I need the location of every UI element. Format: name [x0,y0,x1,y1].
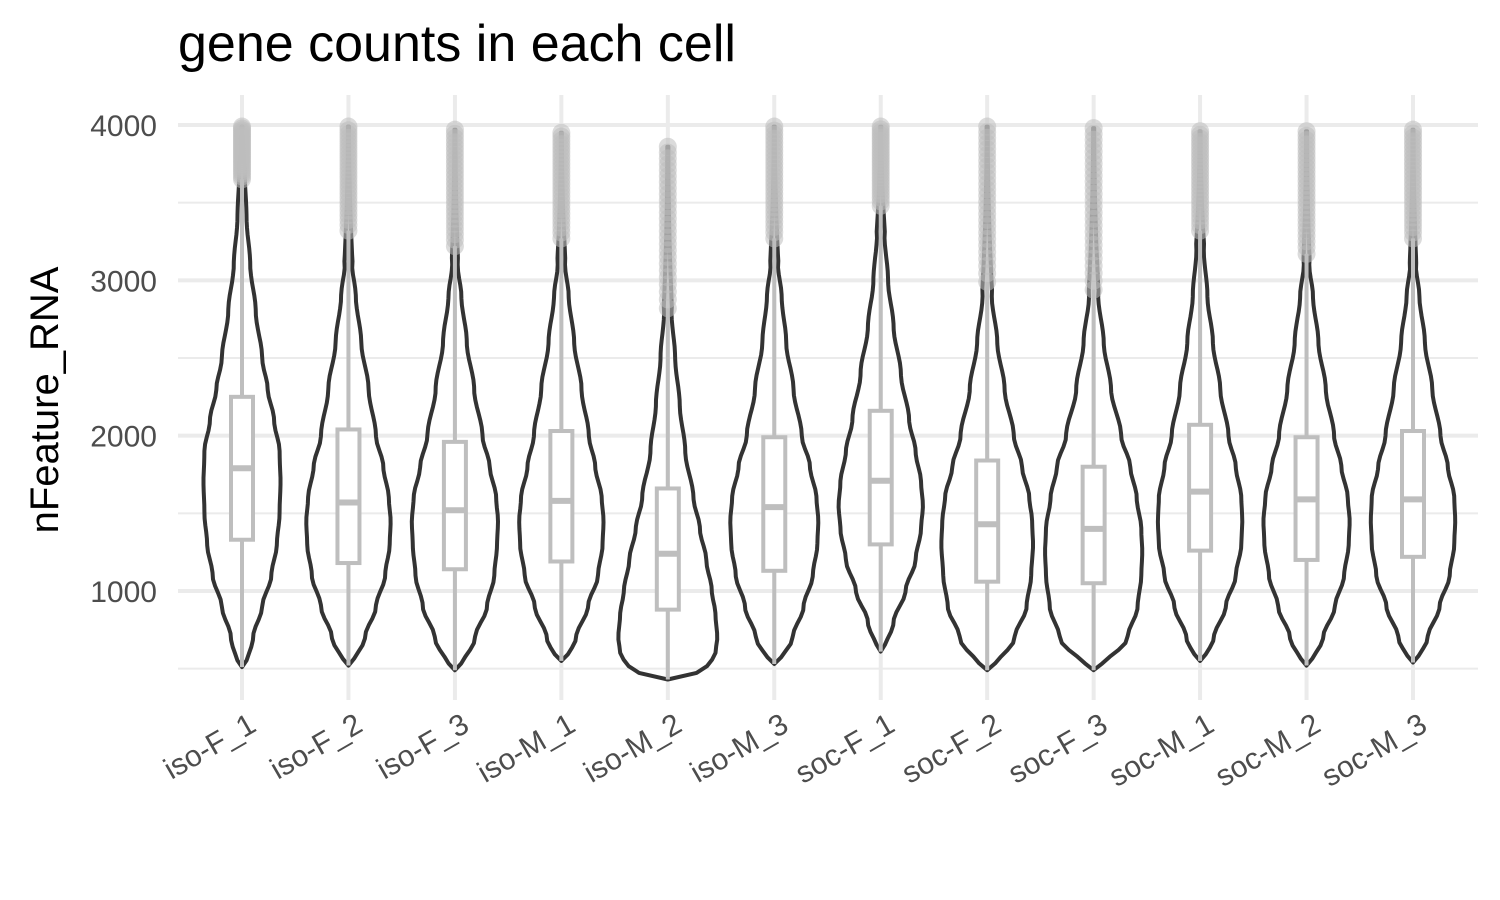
outlier-point [658,137,677,156]
y-axis-label: nFeature_RNA [23,266,67,533]
box-iso-M_1 [548,429,575,564]
x-tick-label: iso-F_2 [265,707,368,786]
box-soc-M_3 [1400,429,1426,559]
outlier-point [765,117,784,136]
box-soc-M_1 [1187,422,1214,553]
x-tick-label: iso-F_3 [371,707,474,786]
outlier-point [552,123,571,142]
outlier-point [445,120,464,139]
outlier-point [1404,120,1422,139]
y-tick-label: 1000 [90,576,157,609]
x-tick-label: soc-F_3 [1003,707,1113,790]
outlier-point [339,117,358,136]
x-tick-label: soc-M_3 [1316,707,1432,793]
chart-title: gene counts in each cell [178,15,736,73]
outlier-point [233,117,251,136]
box-soc-F_1 [867,408,894,547]
y-tick-label: 3000 [90,265,157,298]
x-tick-label: soc-F_2 [896,707,1006,790]
x-tick-label: iso-M_2 [578,707,687,789]
x-tick-label: soc-M_2 [1210,707,1326,793]
box-iso-F_2 [335,427,362,566]
x-tick-label: iso-F_1 [158,707,261,786]
box-soc-F_3 [1080,464,1107,586]
x-tick-label: soc-F_1 [790,707,900,790]
outlier-point [1297,122,1316,141]
y-tick-label: 4000 [90,110,157,143]
box-iso-M_2 [654,486,681,612]
x-tick-label: iso-M_3 [685,707,794,789]
outlier-point [871,117,890,136]
box-iso-M_3 [761,435,788,573]
box-soc-F_2 [974,458,1001,584]
y-tick-label: 2000 [90,421,157,454]
box-iso-F_3 [441,439,468,572]
x-tick-label: iso-M_1 [472,707,581,789]
x-tick-label: soc-M_1 [1103,707,1219,793]
outlier-point [1191,122,1210,141]
outlier-point [978,117,997,136]
outlier-point [1084,119,1103,138]
